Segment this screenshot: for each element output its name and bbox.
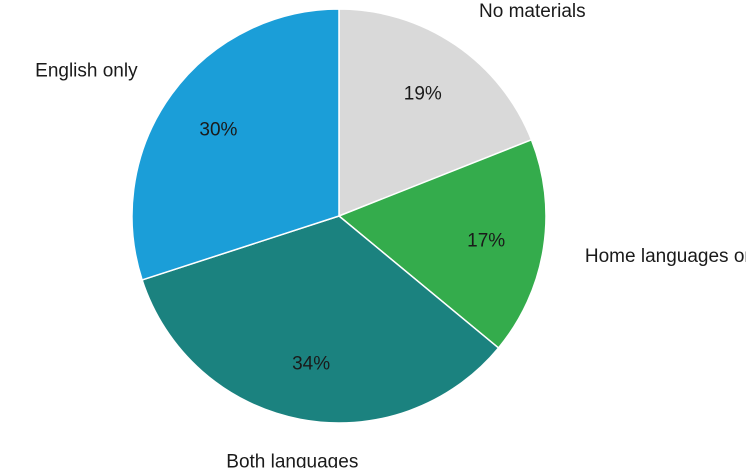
category-label: Home languages only <box>585 246 746 267</box>
pie-slice-english-only <box>131 8 340 281</box>
category-label: No materials <box>479 1 586 22</box>
value-label: 34% <box>292 353 330 374</box>
value-label: 19% <box>404 84 442 105</box>
value-label: 17% <box>467 230 505 251</box>
pie-slice-no-materials <box>338 8 533 218</box>
pie-slice-both-languages <box>141 215 500 424</box>
labels-layer: 19% No materials 17% Home languages only 34%… <box>35 1 746 473</box>
category-label: English only <box>35 61 138 82</box>
pie-slice-home-languages-only <box>337 138 547 350</box>
category-label: Both languages <box>226 452 358 468</box>
slices-layer <box>131 8 547 424</box>
value-label: 30% <box>199 119 237 140</box>
